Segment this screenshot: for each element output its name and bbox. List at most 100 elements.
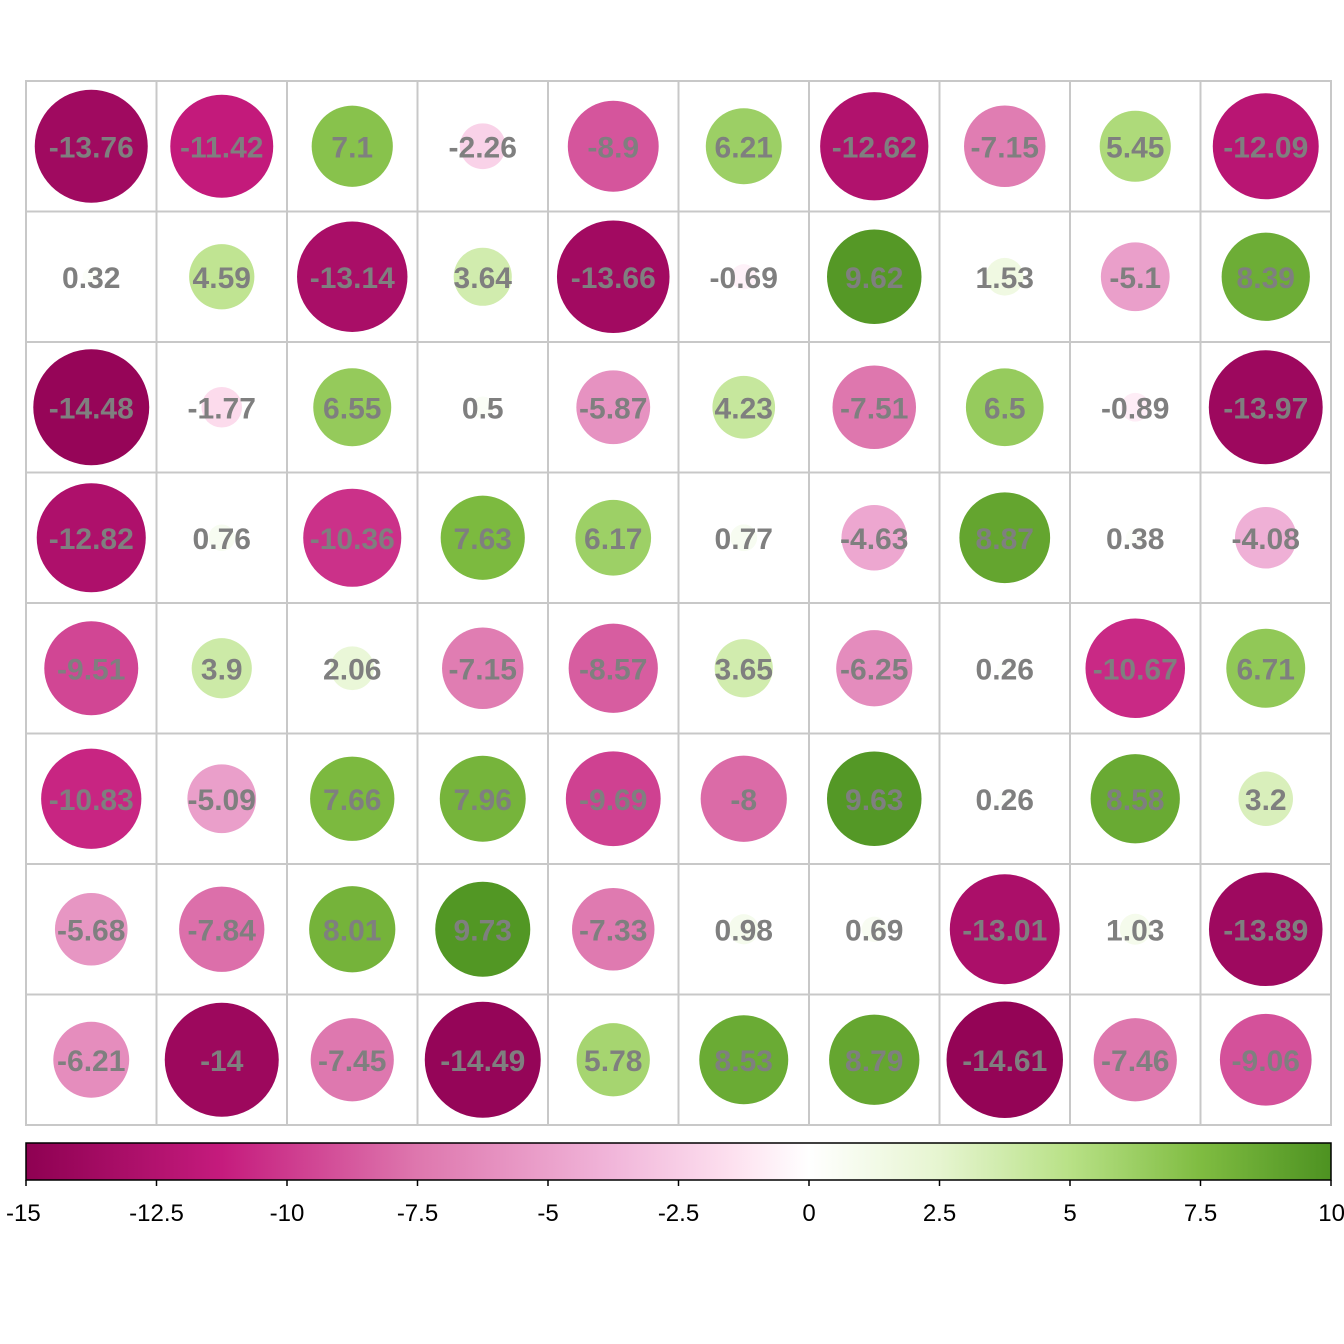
heatmap-circle <box>208 524 236 552</box>
cell-value-label: -7.84 <box>188 914 257 947</box>
heatmap-circle <box>556 220 670 334</box>
cell-value-label: -13.97 <box>1223 392 1308 425</box>
colorbar-tick-label: 0 <box>802 1200 815 1227</box>
cell-value-label: 3.65 <box>715 653 773 686</box>
colorbar-tick-label: 7.5 <box>1184 1200 1217 1227</box>
heatmap-circle <box>313 368 392 447</box>
heatmap-circle <box>33 349 150 466</box>
heatmap-circle <box>297 221 408 332</box>
heatmap-circle <box>201 386 243 428</box>
cell-value-label: -6.25 <box>840 653 908 686</box>
cell-value-label: -14 <box>200 1045 244 1078</box>
heatmap-circle <box>189 244 255 310</box>
colorbar-tick-label: -2.5 <box>658 1200 699 1227</box>
cell-value-label: 8.87 <box>976 523 1034 556</box>
heatmap-circle <box>310 756 395 841</box>
heatmap-circle <box>1090 754 1180 844</box>
heatmap-circle <box>728 914 759 945</box>
cell-value-label: 1.53 <box>976 262 1034 295</box>
heatmap-circle <box>164 1002 279 1117</box>
cell-value-label: 5.78 <box>584 1045 642 1078</box>
colorbar-tick-label: -10 <box>270 1200 305 1227</box>
heatmap-circle <box>1221 232 1310 321</box>
cell-value-label: -9.69 <box>579 784 647 817</box>
heatmap-circle <box>440 495 525 580</box>
cell-value-label: -9.51 <box>57 653 125 686</box>
circle-markers <box>33 89 1323 1118</box>
cell-value-label: -7.33 <box>579 914 647 947</box>
heatmap-circle <box>187 764 257 834</box>
cell-value-label: 0.38 <box>1106 523 1164 556</box>
heatmap-circle <box>310 1018 394 1102</box>
cell-value-label: -14.49 <box>440 1045 525 1078</box>
heatmap-circle <box>959 492 1051 584</box>
heatmap-circle <box>1085 618 1186 719</box>
cell-value-label: -13.14 <box>310 262 395 295</box>
colorbar-tick-label: -7.5 <box>397 1200 438 1227</box>
cell-value-label: -13.66 <box>571 262 656 295</box>
cell-value-label: -7.45 <box>318 1045 386 1078</box>
cell-value-label: 9.62 <box>845 262 903 295</box>
heatmap-circle <box>996 660 1013 677</box>
heatmap-circle <box>820 92 929 201</box>
heatmap-circle <box>1099 110 1171 182</box>
heatmap-circle <box>576 1023 650 1097</box>
cell-value-label: -10.83 <box>49 784 134 817</box>
heatmap-circle <box>949 874 1060 985</box>
heatmap-circle <box>1219 1013 1312 1106</box>
cell-value-label: -5.09 <box>188 784 256 817</box>
colorbar-tick-label: 5 <box>1063 1200 1076 1227</box>
heatmap-circle <box>1234 506 1297 569</box>
cell-value-label: 8.79 <box>845 1045 903 1078</box>
cell-value-label: 8.53 <box>715 1045 773 1078</box>
cell-value-label: 1.03 <box>1106 914 1164 947</box>
cell-value-label: -5.1 <box>1109 262 1161 295</box>
colorbar-tick-label: 2.5 <box>923 1200 956 1227</box>
cell-value-label: 9.63 <box>845 784 903 817</box>
cell-value-label: -5.87 <box>579 392 647 425</box>
heatmap-circle <box>1125 528 1145 548</box>
heatmap-circle <box>575 499 652 576</box>
heatmap-circle <box>1208 350 1323 465</box>
heatmap-circle <box>836 630 913 707</box>
heatmap-circle <box>705 108 782 185</box>
cell-value-label: -8.9 <box>587 131 639 164</box>
cell-value-label: 5.45 <box>1106 131 1164 164</box>
heatmap-circle <box>965 368 1044 447</box>
heatmap-circle <box>330 646 375 691</box>
cell-value-label: 2.06 <box>323 653 381 686</box>
cell-value-label: 6.71 <box>1237 653 1295 686</box>
cell-value-label: -7.46 <box>1101 1045 1169 1078</box>
cell-value-label: 3.2 <box>1245 784 1287 817</box>
cell-value-label: 0.5 <box>462 392 504 425</box>
heatmap-circle <box>54 892 128 966</box>
heatmap-circle <box>309 886 396 973</box>
heatmap-circle <box>34 89 148 203</box>
heatmap-circle <box>1100 242 1170 312</box>
colorbar-tick-label: -15 <box>6 1200 41 1227</box>
cell-value-label: 6.5 <box>984 392 1026 425</box>
heatmap-circle <box>841 504 908 571</box>
cell-value-label: -4.63 <box>840 523 908 556</box>
cell-value-label: 8.01 <box>323 914 381 947</box>
cell-value-label: 0.69 <box>845 914 903 947</box>
cell-value-label: -0.69 <box>710 262 778 295</box>
grid <box>25 80 1332 1126</box>
cell-value-label: -9.06 <box>1232 1045 1300 1078</box>
heatmap-circle <box>572 888 655 971</box>
cell-value-label: 0.77 <box>715 523 773 556</box>
heatmap-circle <box>699 1015 789 1105</box>
heatmap-circle <box>303 488 402 587</box>
colorbar-tick-label: -5 <box>537 1200 558 1227</box>
cell-value-label: 6.17 <box>584 523 642 556</box>
color-legend: -15 -12.5 -10 -7.5 -5 -2.5 0 2.5 5 7.5 10 <box>6 1142 1344 1227</box>
heatmap-circle <box>459 123 506 170</box>
colorbar-tick-label: 10 <box>1318 1200 1344 1227</box>
cell-value-label: 4.23 <box>715 392 773 425</box>
cell-value-label: 0.26 <box>976 653 1034 686</box>
heatmap-circle <box>311 105 393 187</box>
cell-value-label: 9.73 <box>454 914 512 947</box>
cell-value-label: -5.68 <box>57 914 125 947</box>
heatmap-circle <box>946 1001 1063 1118</box>
